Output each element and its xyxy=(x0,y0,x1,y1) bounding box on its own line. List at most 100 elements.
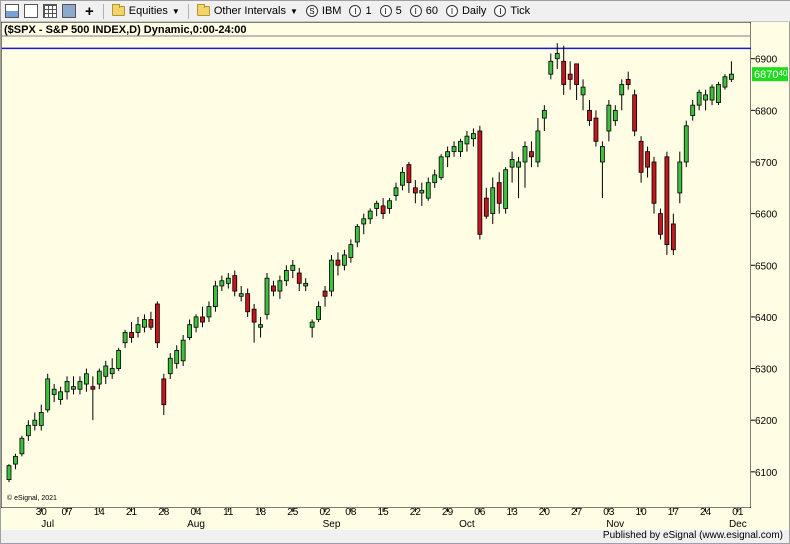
interval-label: 60 xyxy=(425,5,438,17)
candle xyxy=(722,74,728,90)
candle-body xyxy=(451,146,457,153)
candle-body xyxy=(503,169,509,209)
interval-5-button[interactable]: I 5 xyxy=(377,3,405,20)
candle xyxy=(458,138,463,157)
candle xyxy=(232,270,238,297)
y-tick-label: 6500 xyxy=(755,261,778,272)
y-tick-label: 6800 xyxy=(755,106,778,117)
candle xyxy=(600,141,605,199)
interval-daily-button[interactable]: I Daily xyxy=(443,3,489,20)
price-chart[interactable]: ($SPX - S&P 500 INDEX,D) Dynamic,0:00-24… xyxy=(0,21,789,531)
candle-body xyxy=(664,156,670,246)
candle-body xyxy=(348,244,354,258)
page-icon[interactable] xyxy=(24,4,38,18)
candle-body xyxy=(232,275,238,292)
candle-body xyxy=(483,197,489,217)
candle-body xyxy=(464,135,470,145)
candle-body xyxy=(522,146,528,163)
candle-body xyxy=(264,277,270,315)
candle-body xyxy=(64,381,70,393)
candle-body xyxy=(148,319,154,328)
interval-icon: I xyxy=(409,5,422,17)
candle xyxy=(38,404,44,431)
y-tick-label: 6200 xyxy=(755,416,778,427)
interval-1-button[interactable]: I 1 xyxy=(346,3,374,20)
candle-body xyxy=(658,213,663,235)
y-tick-label: 6300 xyxy=(755,365,778,376)
candle-body xyxy=(703,94,708,101)
equities-dropdown[interactable]: Equities ▼ xyxy=(109,3,183,20)
candle xyxy=(303,278,309,292)
folder-icon xyxy=(196,4,210,16)
candle xyxy=(290,260,296,279)
candle-body xyxy=(651,161,657,204)
candle-body xyxy=(251,308,257,323)
candle xyxy=(322,285,328,307)
candle-body xyxy=(490,187,496,215)
candle-body xyxy=(283,270,289,282)
candle-body xyxy=(619,84,625,96)
save-icon[interactable] xyxy=(62,4,76,18)
candle xyxy=(658,208,663,240)
candle xyxy=(509,151,515,183)
candle-body xyxy=(19,437,25,455)
candle xyxy=(535,118,541,168)
candle-body xyxy=(574,63,579,85)
candle-body xyxy=(51,388,57,395)
chart-title: ($SPX - S&P 500 INDEX,D) Dynamic,0:00-24… xyxy=(4,24,247,36)
candle-body xyxy=(238,293,244,297)
candle-body xyxy=(277,280,283,292)
current-price-fraction: 40 xyxy=(778,69,787,78)
candle-body xyxy=(529,151,534,158)
candle-body xyxy=(561,60,567,85)
candle-body xyxy=(90,386,96,390)
candle xyxy=(174,345,180,369)
candle-body xyxy=(554,53,560,60)
candle-body xyxy=(470,133,476,140)
candle xyxy=(142,314,147,333)
candle xyxy=(45,373,51,413)
interval-60-button[interactable]: I 60 xyxy=(407,3,441,20)
candle xyxy=(677,151,683,204)
candle-body xyxy=(677,161,683,194)
candle xyxy=(19,435,25,457)
candle xyxy=(348,239,354,263)
candle-body xyxy=(541,109,547,119)
other-intervals-dropdown[interactable]: Other Intervals ▼ xyxy=(194,3,301,20)
chart-area[interactable]: ($SPX - S&P 500 INDEX,D) Dynamic,0:00-24… xyxy=(0,21,789,531)
x-tick-label: 10 xyxy=(636,507,648,518)
candle-body xyxy=(187,324,193,338)
interval-ibm-button[interactable]: S IBM xyxy=(303,3,345,20)
candle-body xyxy=(709,86,715,101)
candle-body xyxy=(606,104,612,132)
candle xyxy=(187,319,193,341)
chevron-down-icon: ▼ xyxy=(171,6,180,16)
candle-body xyxy=(296,272,302,284)
candle xyxy=(690,100,696,121)
interval-label: 1 xyxy=(365,5,372,17)
candle-body xyxy=(135,324,141,333)
x-tick-label: 24 xyxy=(700,507,712,518)
candle-body xyxy=(84,373,89,385)
x-tick-label: 01 xyxy=(732,507,744,518)
candle-body xyxy=(290,264,296,271)
current-price-tag xyxy=(752,67,788,82)
grid-icon[interactable] xyxy=(43,4,57,18)
x-tick-label: 30 xyxy=(36,507,48,518)
chart-window-icon[interactable] xyxy=(5,4,19,18)
candle-body xyxy=(380,205,386,215)
x-tick-label: 17 xyxy=(668,507,680,518)
candle xyxy=(587,100,592,126)
candle-body xyxy=(206,306,212,318)
candle-body xyxy=(335,259,341,266)
candle-body xyxy=(180,339,186,362)
candle xyxy=(309,319,315,338)
candle xyxy=(316,301,322,323)
interval-tick-button[interactable]: I Tick xyxy=(491,3,533,20)
x-tick-label: 21 xyxy=(126,507,138,518)
candle-body xyxy=(32,419,38,426)
candle xyxy=(283,265,289,286)
candle xyxy=(96,368,102,390)
add-icon[interactable]: + xyxy=(85,2,94,20)
x-tick-label: 04 xyxy=(190,507,202,518)
